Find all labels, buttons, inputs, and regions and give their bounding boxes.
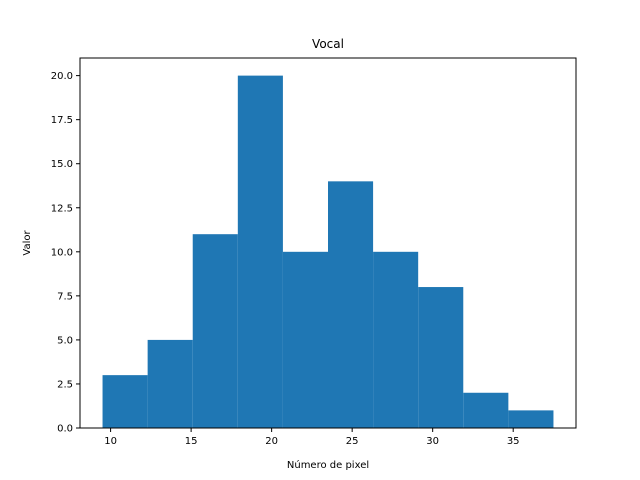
histogram-bar-7 bbox=[418, 287, 464, 428]
x-tick-label-4: 30 bbox=[426, 436, 439, 447]
y-tick-label-8: 20.0 bbox=[51, 71, 73, 82]
histogram-bar-8 bbox=[463, 392, 509, 428]
x-axis-label: Número de pixel bbox=[287, 459, 369, 471]
x-tick-label-5: 35 bbox=[507, 436, 520, 447]
y-tick-label-0: 0.0 bbox=[57, 424, 73, 435]
plot-frame bbox=[79, 57, 577, 429]
histogram-bar-5 bbox=[328, 181, 374, 428]
x-tick-label-0: 10 bbox=[104, 436, 117, 447]
histogram-bar-1 bbox=[147, 339, 193, 428]
histogram-bar-4 bbox=[282, 251, 328, 428]
chart-title: Vocal bbox=[312, 37, 344, 51]
x-axis-ticks: 10 15 20 25 30 35 bbox=[104, 428, 520, 447]
y-axis-ticks: 0.0 2.5 5.0 7.5 10.0 12.5 15.0 17.5 20.0 bbox=[51, 71, 80, 435]
histogram-bar-6 bbox=[373, 251, 419, 428]
histogram-bar-2 bbox=[192, 234, 238, 428]
y-tick-label-1: 2.5 bbox=[57, 379, 73, 390]
y-tick-label-2: 5.0 bbox=[57, 335, 73, 346]
x-tick-label-1: 15 bbox=[185, 436, 198, 447]
histogram-bar-9 bbox=[508, 410, 554, 428]
y-axis-label: Valor bbox=[22, 230, 33, 256]
y-tick-label-7: 17.5 bbox=[51, 115, 73, 126]
bars-group bbox=[102, 75, 554, 428]
histogram-bar-3 bbox=[237, 75, 283, 428]
y-tick-label-4: 10.0 bbox=[51, 247, 73, 258]
y-tick-label-6: 15.0 bbox=[51, 159, 73, 170]
histogram-bar-0 bbox=[102, 375, 148, 428]
y-tick-label-3: 7.5 bbox=[57, 291, 73, 302]
x-tick-label-2: 20 bbox=[265, 436, 278, 447]
y-tick-label-5: 12.5 bbox=[51, 203, 73, 214]
x-tick-label-3: 25 bbox=[346, 436, 359, 447]
